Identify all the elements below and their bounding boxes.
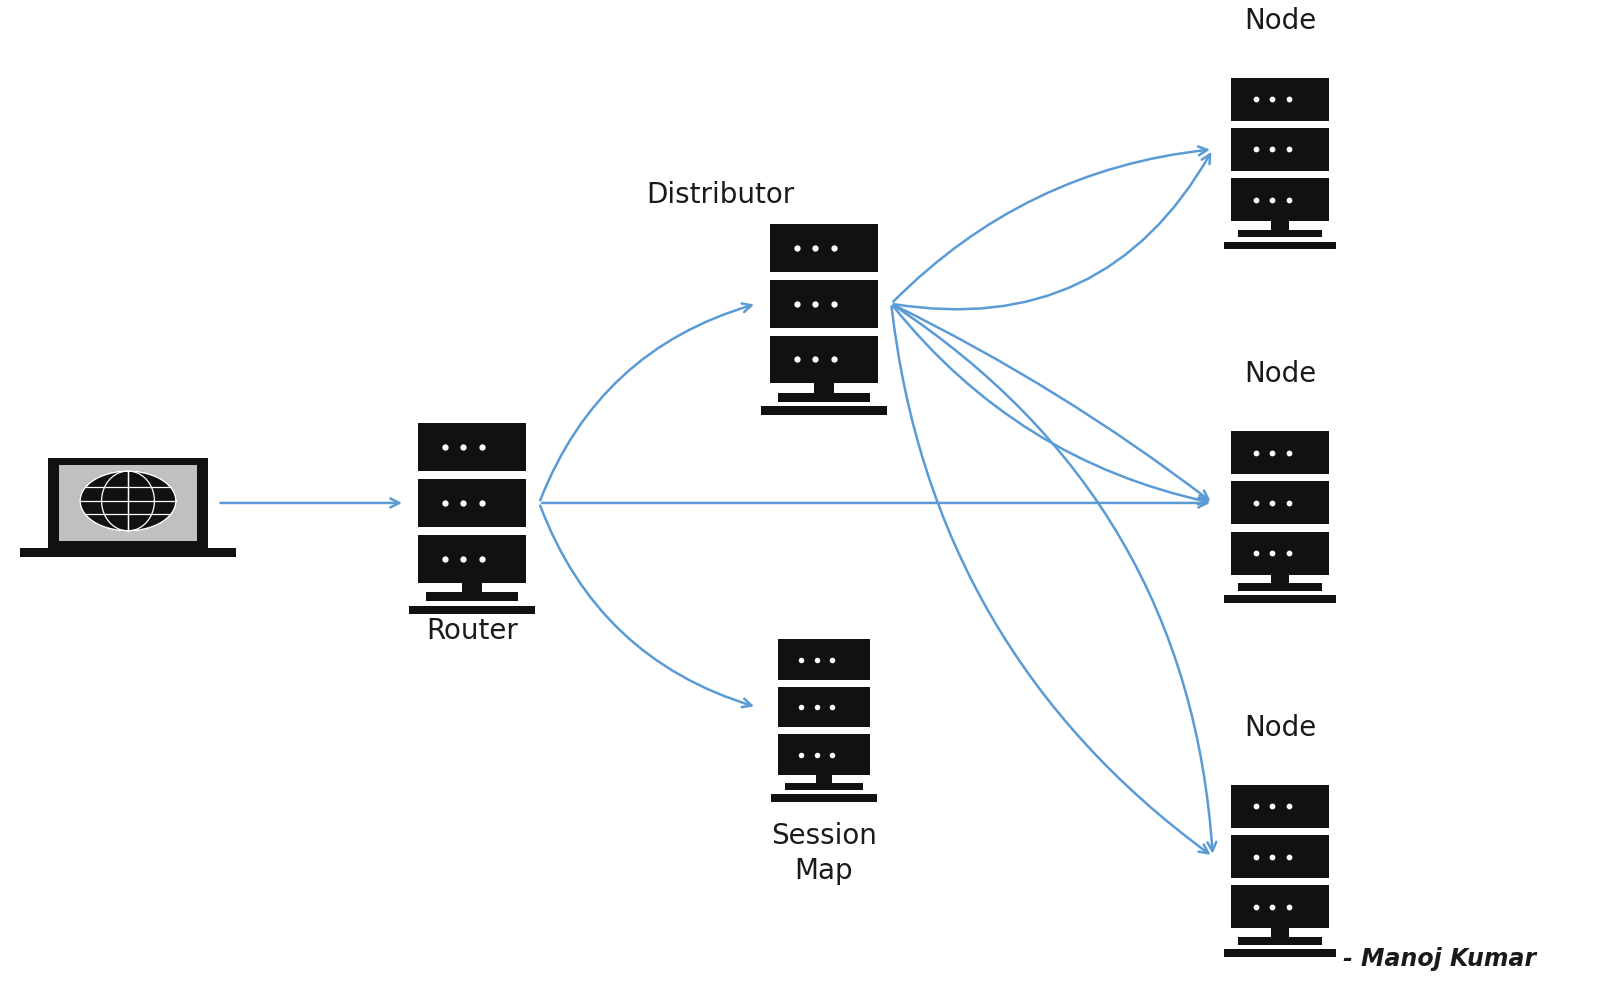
- Bar: [426, 593, 518, 601]
- Text: - Manoj Kumar: - Manoj Kumar: [1342, 947, 1536, 971]
- Bar: [1230, 885, 1330, 928]
- Text: Distributor: Distributor: [646, 181, 794, 209]
- Bar: [418, 535, 526, 583]
- Bar: [1230, 431, 1330, 474]
- Bar: [418, 479, 526, 527]
- Bar: [1224, 241, 1336, 249]
- Bar: [19, 548, 237, 557]
- Bar: [778, 735, 870, 775]
- Text: Node: Node: [1243, 714, 1317, 742]
- Bar: [770, 280, 878, 327]
- Bar: [1230, 532, 1330, 575]
- Bar: [418, 423, 526, 471]
- Bar: [1230, 481, 1330, 525]
- Bar: [1238, 937, 1322, 945]
- Text: Session
Map: Session Map: [771, 822, 877, 886]
- Bar: [784, 783, 864, 791]
- Bar: [778, 393, 870, 401]
- Bar: [1224, 596, 1336, 603]
- Text: Node: Node: [1243, 7, 1317, 35]
- Bar: [778, 640, 870, 680]
- Bar: [1230, 78, 1330, 121]
- Bar: [48, 458, 208, 548]
- Bar: [1230, 128, 1330, 171]
- Bar: [1230, 785, 1330, 828]
- Bar: [778, 687, 870, 728]
- Bar: [1238, 584, 1322, 591]
- Bar: [462, 583, 482, 593]
- Bar: [1238, 229, 1322, 237]
- Bar: [1270, 221, 1290, 229]
- Bar: [410, 606, 534, 615]
- Bar: [762, 406, 886, 415]
- Bar: [814, 383, 834, 393]
- Text: Node: Node: [1243, 360, 1317, 388]
- Bar: [1230, 178, 1330, 221]
- Bar: [1270, 928, 1290, 937]
- Bar: [770, 224, 878, 272]
- Text: Router: Router: [426, 618, 518, 646]
- Bar: [816, 775, 832, 783]
- Bar: [1224, 949, 1336, 957]
- Bar: [1230, 835, 1330, 878]
- Bar: [59, 465, 197, 541]
- Circle shape: [80, 471, 176, 531]
- Bar: [771, 795, 877, 802]
- Bar: [1270, 575, 1290, 584]
- Bar: [770, 335, 878, 383]
